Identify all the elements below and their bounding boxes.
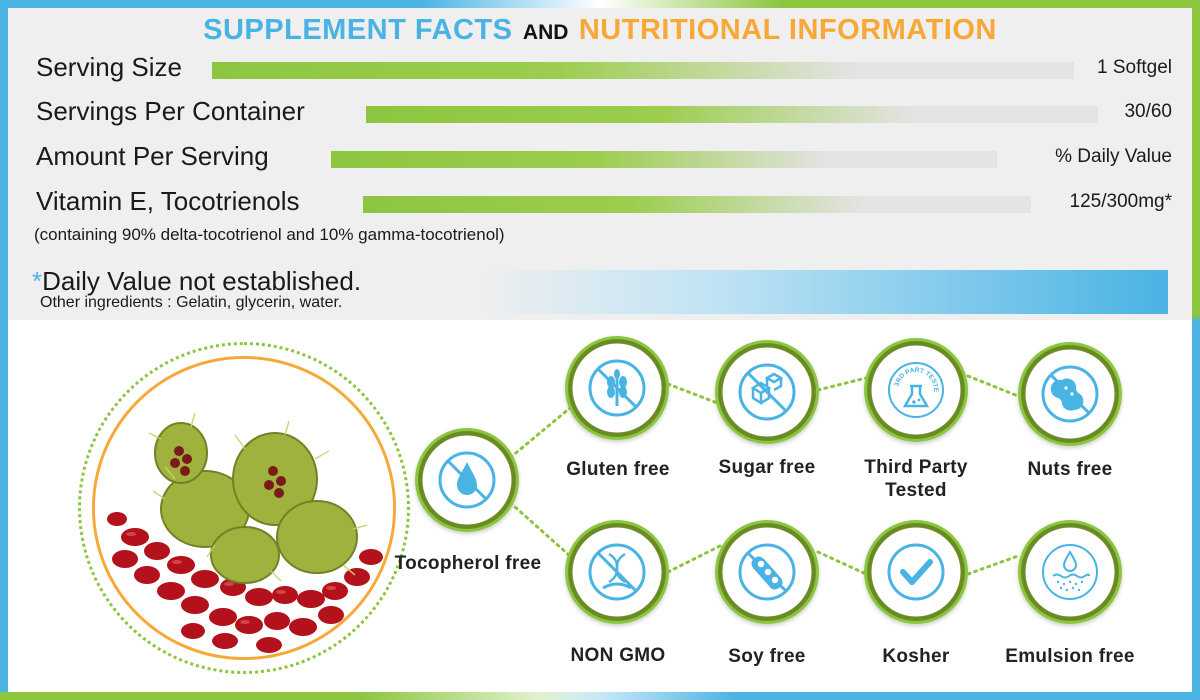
badge-label-gluten-free: Gluten free bbox=[566, 459, 670, 480]
frame-border-top-left bbox=[0, 0, 600, 8]
title-and: AND bbox=[522, 21, 569, 44]
badge-label-emulsion-free: Emulsion free bbox=[1005, 646, 1135, 667]
fact-value: 1 Softgel bbox=[1097, 57, 1172, 78]
badge-nuts-free bbox=[1018, 342, 1122, 446]
frame-border-bottom-left bbox=[0, 692, 600, 700]
page-title: SUPPLEMENT FACTS AND NUTRITIONAL INFORMA… bbox=[8, 14, 1192, 47]
supplement-facts-panel: SUPPLEMENT FACTS AND NUTRITIONAL INFORMA… bbox=[8, 8, 1192, 320]
title-supplement-facts: SUPPLEMENT FACTS bbox=[203, 14, 513, 46]
badge-sugar-free bbox=[715, 340, 819, 444]
frame-border-left bbox=[0, 0, 8, 700]
badge-third-party-tested: 3RD PART TESTED bbox=[864, 338, 968, 442]
fact-row-vitamin-e: Vitamin E, Tocotrienols 125/300mg* bbox=[36, 186, 1172, 220]
product-image-dotted-ring bbox=[78, 342, 410, 674]
badge-kosher bbox=[864, 520, 968, 624]
badge-label-sugar-free: Sugar free bbox=[718, 457, 816, 478]
fact-value: % Daily Value bbox=[1055, 146, 1172, 167]
composition-note: (containing 90% delta-tocotrienol and 10… bbox=[34, 225, 505, 244]
badge-label-non-gmo: NON GMO bbox=[570, 645, 666, 666]
fact-row-amount-per-serving: Amount Per Serving % Daily Value bbox=[36, 141, 1172, 175]
emulsion-drop-icon bbox=[1042, 544, 1098, 600]
title-nutritional-information: NUTRITIONAL INFORMATION bbox=[578, 14, 997, 46]
frame-border-top-right bbox=[600, 0, 1200, 8]
annatto-pods-illustration bbox=[95, 359, 393, 657]
fact-value: 30/60 bbox=[1124, 101, 1172, 122]
badge-non-gmo bbox=[565, 520, 669, 624]
soybean-icon bbox=[738, 543, 796, 601]
badge-label-soy-free: Soy free bbox=[728, 646, 806, 667]
fact-value: 125/300mg* bbox=[1069, 191, 1172, 212]
fact-row-servings-per-container: Servings Per Container 30/60 bbox=[36, 96, 1172, 130]
flask-icon: 3RD PART TESTED bbox=[886, 360, 944, 418]
badge-label-nuts-free: Nuts free bbox=[1027, 459, 1113, 480]
fact-label: Amount Per Serving bbox=[36, 141, 269, 171]
daily-value-note: *Daily Value not established. bbox=[32, 266, 361, 297]
fact-bar bbox=[366, 106, 1098, 123]
badge-label-kosher: Kosher bbox=[882, 646, 950, 667]
fact-bar bbox=[331, 151, 997, 168]
peanut-icon bbox=[1041, 365, 1099, 423]
wheat-icon bbox=[588, 359, 646, 417]
sugar-cubes-icon bbox=[738, 363, 796, 421]
badge-tocopherol-free bbox=[415, 428, 519, 532]
frame-border-right bbox=[1192, 0, 1200, 700]
fact-label: Serving Size bbox=[36, 52, 182, 82]
other-ingredients: Other ingredients : Gelatin, glycerin, w… bbox=[40, 294, 343, 311]
frame-border-bottom-right bbox=[540, 692, 1200, 700]
daily-value-highlight-bar bbox=[478, 270, 1168, 314]
dna-icon bbox=[588, 543, 646, 601]
badge-emulsion-free bbox=[1018, 520, 1122, 624]
annatto-product-image bbox=[92, 356, 396, 660]
fact-label: Servings Per Container bbox=[36, 96, 305, 126]
fact-label: Vitamin E, Tocotrienols bbox=[36, 186, 300, 216]
fact-bar bbox=[212, 62, 1074, 79]
water-drop-icon bbox=[438, 451, 496, 509]
badge-soy-free bbox=[715, 520, 819, 624]
fact-row-serving-size: Serving Size 1 Softgel bbox=[36, 52, 1172, 86]
fact-bar bbox=[363, 196, 1031, 213]
asterisk: * bbox=[32, 266, 43, 296]
badge-label-tocopherol-free: Tocopherol free bbox=[394, 553, 542, 574]
checkmark-icon bbox=[887, 543, 945, 601]
badge-gluten-free bbox=[565, 336, 669, 440]
daily-value-text: Daily Value not established. bbox=[42, 266, 362, 296]
badge-label-third-party-tested: Third Party Tested bbox=[864, 457, 968, 501]
